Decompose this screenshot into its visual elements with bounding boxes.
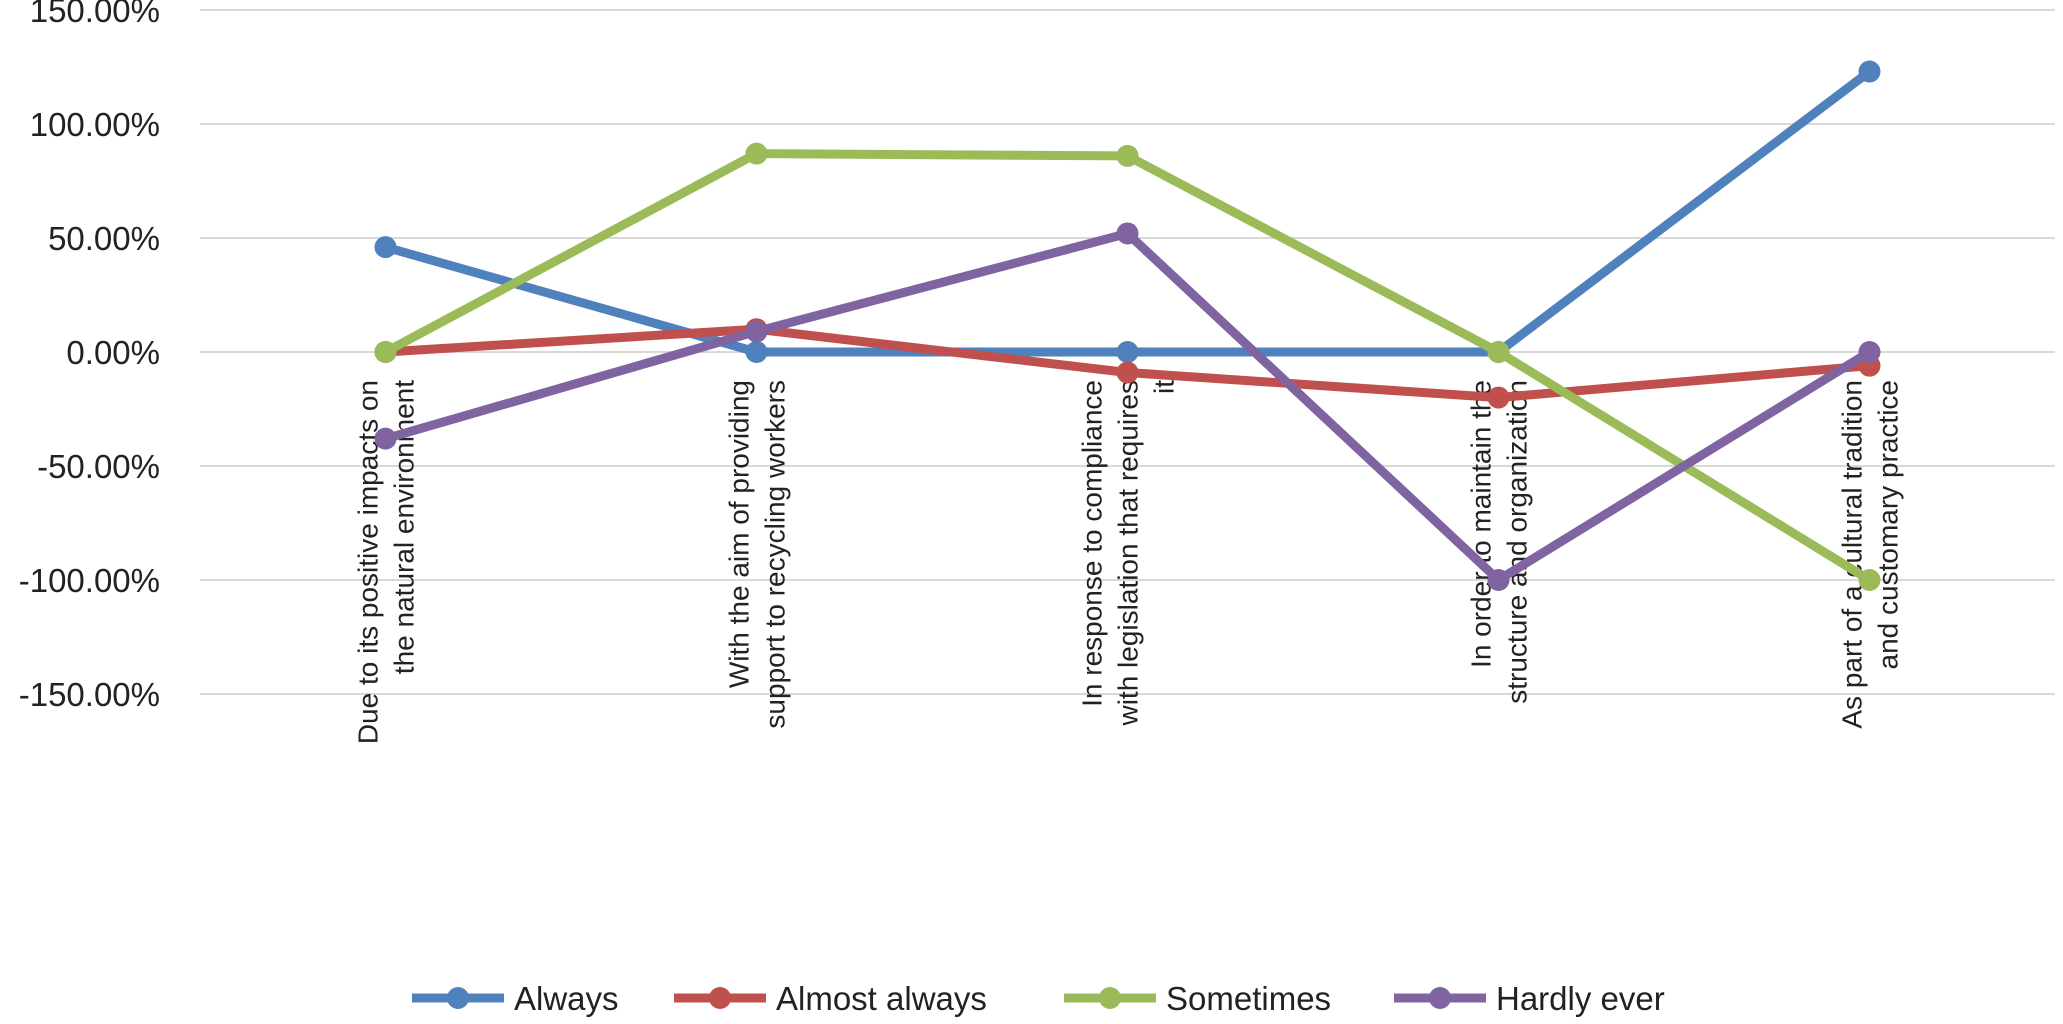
legend-entry: Almost always bbox=[674, 980, 987, 1017]
legend: Always Almost always Sometimes Hardly ever bbox=[412, 980, 1665, 1017]
legend-label: Hardly ever bbox=[1496, 980, 1665, 1017]
x-tick-label-line: the natural environment bbox=[389, 380, 420, 674]
legend-swatch-marker bbox=[1099, 987, 1121, 1009]
data-point bbox=[1858, 569, 1881, 591]
legend-label: Sometimes bbox=[1166, 980, 1331, 1017]
legend-label: Always bbox=[514, 980, 619, 1017]
data-point bbox=[374, 236, 397, 259]
legend-entry: Hardly ever bbox=[1394, 980, 1665, 1017]
y-tick-label: 150.00% bbox=[30, 0, 160, 29]
x-tick-label: As part of a cultural tradition and custo… bbox=[1837, 380, 1904, 729]
x-tick-label-line: structure and organization bbox=[1502, 380, 1533, 704]
data-point bbox=[1487, 569, 1510, 591]
data-point bbox=[374, 341, 397, 363]
series-always bbox=[374, 60, 1881, 363]
x-tick-label: In response to compliance with legislatio… bbox=[1077, 380, 1180, 727]
y-tick-label: -50.00% bbox=[37, 448, 160, 485]
data-point bbox=[1116, 341, 1139, 363]
legend-entry: Sometimes bbox=[1064, 980, 1331, 1017]
legend-swatch-marker bbox=[447, 987, 469, 1009]
x-tick-label-line: In order to maintain the bbox=[1466, 380, 1497, 668]
y-tick-label: -100.00% bbox=[19, 562, 160, 599]
legend-swatch-marker bbox=[709, 987, 731, 1009]
x-tick-label-line: support to recycling workers bbox=[760, 380, 791, 729]
series-line bbox=[381, 67, 1874, 357]
x-tick-label: With the aim of providing support to recy… bbox=[724, 380, 791, 729]
y-axis-tick-labels: 150.00% 100.00% 50.00% 0.00% -50.00% -100.00%… bbox=[19, 0, 160, 713]
legend-entry: Always bbox=[412, 980, 619, 1017]
legend-swatch-marker bbox=[1429, 987, 1451, 1009]
series-lines bbox=[374, 60, 1881, 591]
data-point bbox=[1487, 386, 1510, 409]
data-point bbox=[1858, 341, 1881, 363]
x-tick-label-line: it bbox=[1149, 380, 1180, 394]
x-tick-label: In order to maintain the structure and or… bbox=[1466, 380, 1533, 704]
y-tick-label: 100.00% bbox=[30, 106, 160, 143]
x-tick-label-line: with legislation that requires bbox=[1113, 380, 1144, 727]
data-point bbox=[1116, 361, 1139, 384]
data-point bbox=[1116, 222, 1139, 245]
data-point bbox=[745, 320, 768, 343]
series-hardly-ever bbox=[374, 222, 1881, 591]
data-point bbox=[745, 341, 768, 363]
data-point bbox=[1116, 144, 1139, 167]
y-tick-label: -150.00% bbox=[19, 676, 160, 713]
legend-label: Almost always bbox=[776, 980, 987, 1017]
x-tick-label-line: As part of a cultural tradition bbox=[1837, 380, 1868, 729]
x-tick-label-line: and customary practice bbox=[1873, 380, 1904, 669]
x-tick-label-line: With the aim of providing bbox=[724, 380, 755, 688]
y-tick-label: 50.00% bbox=[48, 220, 160, 257]
y-tick-label: 0.00% bbox=[66, 334, 160, 371]
x-axis-category-labels: Due to its positive impacts on the natura… bbox=[353, 380, 1904, 744]
series-sometimes bbox=[374, 142, 1881, 591]
data-point bbox=[374, 427, 397, 450]
data-point bbox=[745, 142, 768, 165]
data-point bbox=[1858, 60, 1881, 83]
data-point bbox=[1487, 341, 1510, 363]
x-tick-label-line: In response to compliance bbox=[1077, 380, 1108, 707]
